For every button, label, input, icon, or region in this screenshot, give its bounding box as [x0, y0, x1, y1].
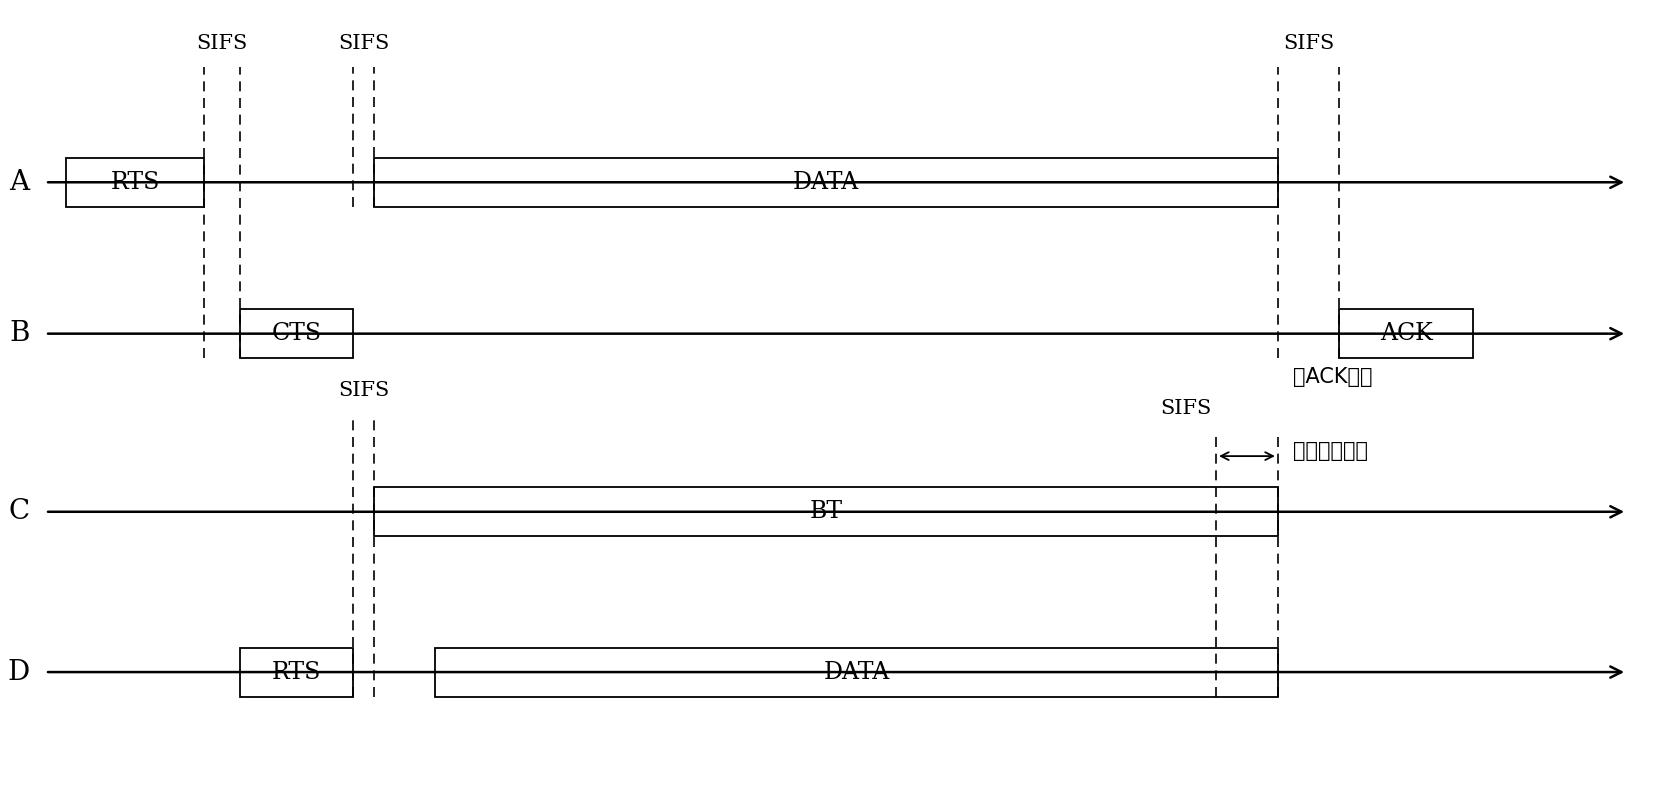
Text: RTS: RTS: [273, 661, 321, 683]
Text: ACK: ACK: [1379, 322, 1433, 345]
Text: DATA: DATA: [793, 171, 859, 194]
Text: SIFS: SIFS: [337, 34, 389, 53]
Bar: [435, 648, 1278, 696]
Text: D: D: [8, 659, 30, 686]
Text: SIFS: SIFS: [1160, 399, 1212, 418]
Text: C: C: [8, 498, 30, 525]
Text: BT: BT: [809, 501, 843, 524]
Text: SIFS: SIFS: [1283, 34, 1335, 53]
Text: 与ACK帧的: 与ACK帧的: [1293, 367, 1373, 387]
Text: RTS: RTS: [110, 171, 160, 194]
Bar: [66, 158, 204, 207]
Text: DATA: DATA: [823, 661, 889, 683]
Text: A: A: [10, 169, 30, 196]
Text: SIFS: SIFS: [337, 382, 389, 401]
Text: CTS: CTS: [273, 322, 322, 345]
Bar: [241, 309, 354, 358]
Bar: [374, 487, 1278, 536]
Bar: [374, 158, 1278, 207]
Text: SIFS: SIFS: [196, 34, 248, 53]
Bar: [1340, 309, 1473, 358]
Text: 持续时间相同: 持续时间相同: [1293, 440, 1368, 460]
Bar: [241, 648, 354, 696]
Text: B: B: [10, 320, 30, 347]
